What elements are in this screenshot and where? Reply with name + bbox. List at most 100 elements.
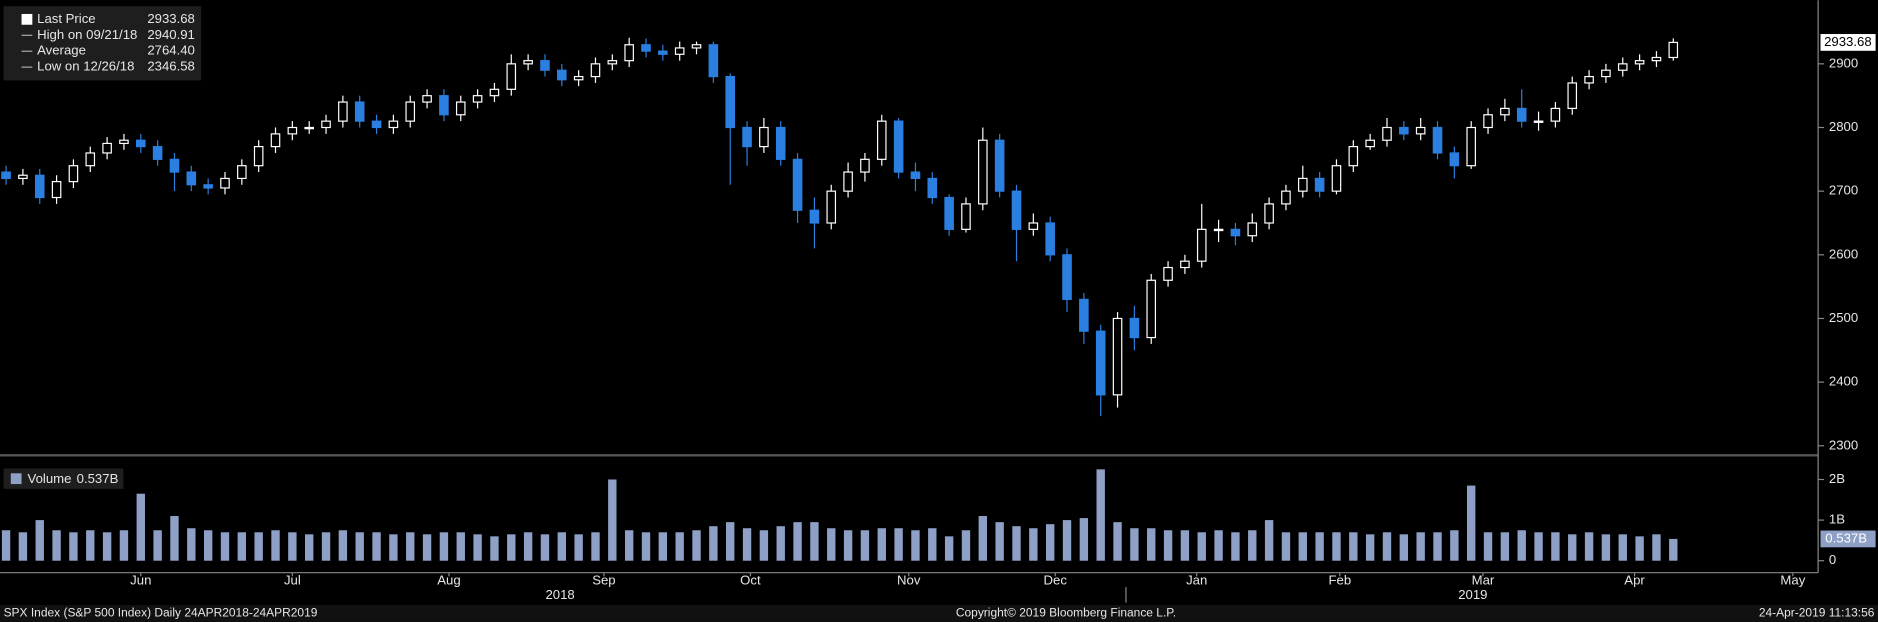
volume-bar	[928, 528, 937, 561]
candle-body	[1112, 317, 1123, 396]
volume-bar	[591, 532, 600, 561]
y-tick-label: 2900	[1829, 55, 1858, 70]
volume-bar	[709, 526, 718, 561]
candle-body	[1432, 126, 1443, 154]
candle-body	[658, 50, 668, 55]
candle-body	[809, 209, 820, 224]
y-tick-label: 2500	[1829, 310, 1858, 325]
volume-bar	[507, 534, 516, 561]
candle-body	[1634, 60, 1645, 65]
x-tick-label: Feb	[1329, 573, 1352, 588]
volume-bar	[102, 532, 112, 561]
candle-body	[270, 133, 281, 148]
volume-bar	[1163, 530, 1173, 561]
volume-bar	[1281, 532, 1291, 561]
volume-bar	[1399, 534, 1409, 561]
candle-body	[557, 69, 567, 81]
volume-bar	[1669, 538, 1678, 561]
volume-bar	[1298, 532, 1307, 561]
volume-bar	[389, 534, 398, 561]
candle-body	[944, 196, 954, 230]
candle-body	[994, 139, 1005, 192]
candle-body	[1483, 114, 1493, 129]
x-tick-label: Apr	[1624, 573, 1645, 588]
candle-body	[135, 139, 146, 148]
volume-tag-label: 0.537B	[1825, 530, 1867, 545]
volume-bar	[1551, 532, 1560, 561]
candle-body	[1516, 107, 1527, 122]
candle-body	[590, 63, 601, 78]
volume-bar	[1584, 532, 1594, 561]
candle-body	[1028, 222, 1039, 230]
volume-tag	[1820, 530, 1876, 548]
candle-body	[1365, 139, 1375, 148]
volume-bar	[220, 532, 230, 561]
legend-value: 2764.40	[147, 43, 195, 58]
candle-body	[876, 120, 887, 160]
volume-bar	[540, 534, 550, 561]
candle-body	[1567, 82, 1578, 110]
volume-bar	[810, 522, 819, 561]
candle-body	[1415, 126, 1426, 135]
volume-bar	[136, 493, 145, 561]
volume-bar	[776, 526, 785, 561]
volume-bar	[1130, 528, 1139, 561]
volume-bar	[153, 530, 162, 561]
volume-bar	[1315, 532, 1324, 561]
candle-body	[422, 95, 432, 103]
legend-value: 2346.58	[147, 59, 195, 74]
x-tick-label: Mar	[1472, 573, 1495, 588]
volume-bar	[574, 534, 583, 561]
volume-bar	[1332, 532, 1341, 561]
volume-bar	[1045, 524, 1055, 561]
candle-body	[18, 174, 28, 180]
volume-bar	[1450, 530, 1459, 561]
footer-center: Copyright© 2019 Bloomberg Finance L.P.	[956, 606, 1176, 620]
y-tick-label: 1B	[1829, 512, 1845, 527]
volume-bar	[271, 530, 280, 561]
volume-legend-value: 0.537B	[77, 471, 119, 486]
candle-body	[910, 171, 921, 180]
volume-bar	[254, 532, 263, 561]
candle-body	[624, 44, 634, 62]
candle-body	[708, 44, 719, 78]
volume-bar	[742, 528, 752, 561]
candle-body	[1045, 222, 1055, 256]
volume-bar	[523, 532, 533, 561]
volume-bar	[1652, 534, 1661, 561]
candle-body	[860, 158, 870, 173]
y-tick-label: 2300	[1829, 437, 1858, 452]
year-label: 2019	[1458, 587, 1487, 602]
y-tick-label: 2700	[1829, 183, 1858, 198]
volume-bar	[911, 530, 920, 561]
candle-body	[1466, 126, 1476, 167]
volume-bar	[187, 528, 196, 561]
volume-bar	[305, 534, 314, 561]
legend-name: Average	[37, 43, 86, 58]
volume-bar	[1483, 532, 1493, 561]
volume-bar	[759, 530, 769, 561]
volume-legend-name: Volume	[28, 471, 72, 486]
volume-bar	[1147, 528, 1156, 561]
candle-body	[1298, 177, 1308, 192]
volume-bar	[490, 536, 499, 561]
candle-body	[1601, 69, 1611, 78]
candle-body	[1651, 56, 1662, 62]
candle-body	[68, 165, 79, 183]
candle-body	[1, 171, 11, 180]
volume-bar	[338, 530, 348, 561]
candle-body	[725, 75, 736, 129]
candle-body	[34, 174, 45, 199]
candle-body	[237, 165, 247, 180]
volume-bar	[894, 528, 903, 561]
candle-body	[1382, 126, 1392, 141]
candle-body	[119, 139, 129, 145]
legend-value: 2933.68	[147, 11, 195, 26]
volume-bar	[1096, 469, 1105, 561]
candle-body	[927, 177, 938, 199]
candle-body	[1264, 203, 1274, 224]
volume-bar	[557, 532, 566, 561]
volume-bar	[1264, 520, 1274, 561]
volume-bar	[726, 522, 735, 561]
